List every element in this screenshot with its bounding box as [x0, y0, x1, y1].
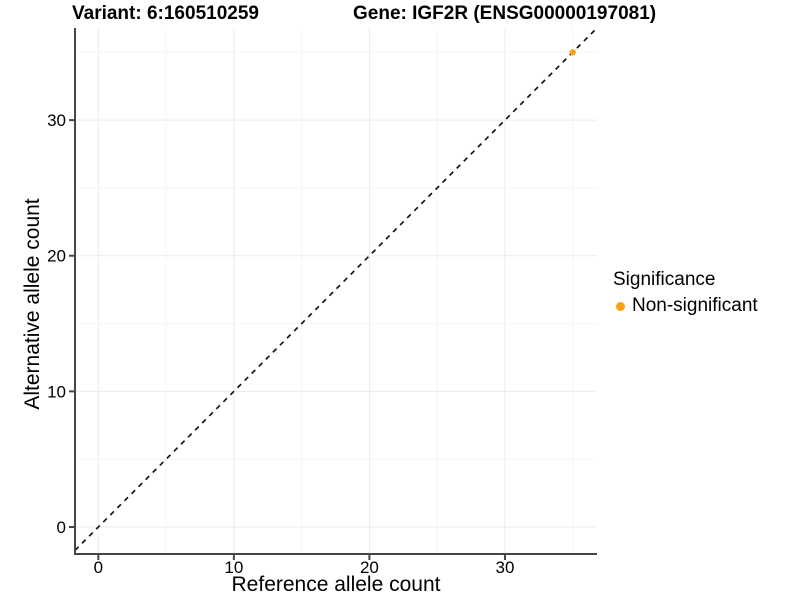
x-tick-label: 0: [94, 558, 103, 577]
gridlines: [75, 28, 597, 554]
y-tick-label: 20: [47, 247, 66, 266]
tick-labels: 0 10 20 30 0 10 20 30: [47, 111, 514, 577]
data-points: [569, 49, 576, 56]
x-tick-label: 20: [360, 558, 379, 577]
y-axis-title: Alternative allele count: [21, 198, 44, 410]
point-swatch-icon: [616, 301, 625, 311]
plot-title-variant: Variant: 6:160510259: [72, 3, 259, 24]
axis-ticks: [69, 119, 506, 560]
x-tick-label: 30: [496, 558, 515, 577]
data-point: [569, 49, 576, 56]
legend-entry: Non-significant: [613, 295, 758, 317]
legend-title: Significance: [613, 269, 716, 290]
plot-title-gene: Gene: IGF2R (ENSG00000197081): [353, 3, 657, 24]
x-tick-label: 10: [224, 558, 243, 577]
legend: Significance Non-significant: [613, 269, 758, 317]
axes: [74, 28, 597, 555]
identity-line: [74, 27, 598, 551]
legend-entry-label: Non-significant: [632, 295, 758, 316]
y-tick-label: 10: [47, 382, 66, 401]
y-tick-label: 30: [47, 111, 66, 130]
y-tick-label: 0: [57, 518, 66, 537]
x-axis-title: Reference allele count: [231, 573, 441, 596]
